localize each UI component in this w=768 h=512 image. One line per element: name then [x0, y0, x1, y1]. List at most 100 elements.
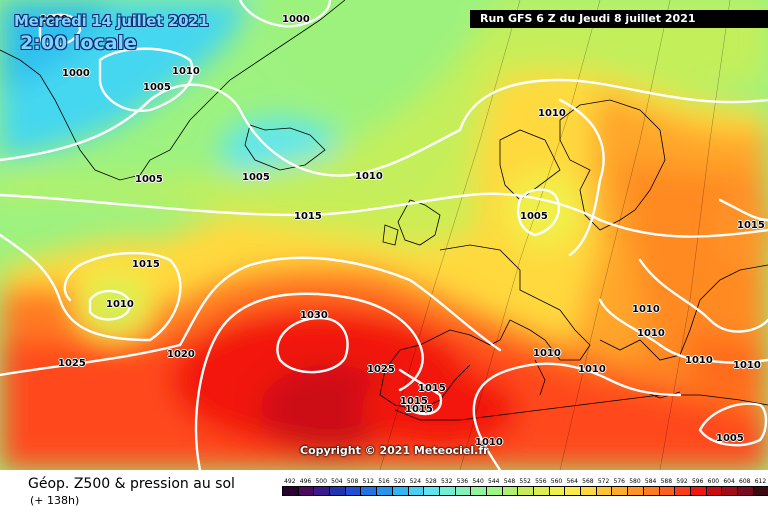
isobar-label: 1015	[400, 396, 428, 407]
legend-entry: 600	[705, 477, 723, 496]
isobar-label: 1015	[737, 220, 765, 231]
legend-label: 576	[613, 478, 625, 485]
legend-swatch	[611, 486, 629, 496]
legend-label: 508	[346, 478, 359, 485]
legend-swatch	[376, 486, 393, 496]
legend-label: 536	[456, 478, 469, 485]
isobar-label: 1010	[632, 304, 660, 315]
legend-entry: 528	[423, 477, 440, 496]
legend-entry: 548	[501, 477, 519, 496]
legend-swatch	[438, 486, 456, 496]
legend-swatch	[752, 486, 768, 496]
isobar-lines	[0, 0, 768, 470]
legend-label: 512	[362, 478, 374, 485]
legend-entry: 608	[736, 477, 754, 496]
legend-swatch	[329, 486, 346, 496]
coastlines	[0, 0, 768, 421]
legend-swatch	[642, 486, 660, 496]
forecast-date: Mercredi 14 juillet 2021	[14, 12, 209, 30]
legend-swatch	[548, 486, 566, 496]
legend-label: 596	[691, 478, 704, 485]
legend-label: 580	[629, 478, 641, 485]
legend-label: 604	[723, 478, 735, 485]
legend-label: 608	[739, 478, 751, 485]
legend-entry: 492	[282, 477, 299, 496]
legend-label: 540	[472, 478, 484, 485]
legend-label: 492	[284, 478, 296, 485]
isobar-label: 1010	[733, 360, 761, 371]
weather-map: 1000 1000 1000 1005 1010 1005 1005 1010 …	[0, 0, 768, 470]
legend-swatch	[564, 486, 582, 496]
legend-label: 588	[660, 478, 673, 485]
legend-swatch	[595, 486, 613, 496]
forecast-lead-time: (+ 138h)	[30, 494, 80, 507]
legend-swatch	[533, 486, 550, 496]
legend-entry: 496	[297, 477, 315, 496]
graticule	[379, 0, 731, 470]
legend-entry: 516	[376, 477, 393, 496]
isobar-label: 1010	[475, 437, 503, 448]
isobar-label: 1000	[62, 68, 90, 79]
legend-entry: 512	[360, 477, 378, 496]
model-run-info: Run GFS 6 Z du Jeudi 8 juillet 2021	[470, 10, 768, 28]
legend-swatch	[282, 486, 299, 496]
legend-entry: 556	[533, 477, 550, 496]
legend-label: 532	[440, 478, 453, 485]
legend-label: 516	[378, 478, 390, 485]
legend-entry: 504	[329, 477, 346, 496]
legend-entry: 568	[580, 477, 597, 496]
legend-label: 584	[644, 478, 657, 485]
isobar-label: 1015	[418, 383, 446, 394]
legend-label: 496	[299, 478, 312, 485]
legend-label: 548	[503, 478, 516, 485]
legend-entry: 596	[689, 477, 707, 496]
isobar-label: 1010	[685, 355, 713, 366]
legend-entry: 592	[674, 477, 691, 496]
isobar-label: 1015	[405, 404, 433, 415]
legend-entry: 572	[595, 477, 613, 496]
legend-swatch	[407, 486, 425, 496]
legend-swatch	[470, 486, 487, 496]
isobar-label: 1020	[167, 349, 195, 360]
isobar-label: 1010	[106, 299, 134, 310]
legend-label: 524	[409, 478, 422, 485]
legend-entry: 588	[658, 477, 676, 496]
legend-entry: 604	[721, 477, 738, 496]
legend-entry: 612	[752, 477, 768, 496]
map-canvas	[0, 0, 768, 470]
legend-label: 544	[488, 478, 500, 485]
legend-label: 528	[425, 478, 437, 485]
legend-swatch	[344, 486, 362, 496]
legend-swatch	[674, 486, 691, 496]
legend-label: 504	[331, 478, 343, 485]
isobar-label: 1010	[355, 171, 383, 182]
map-footer: Géop. Z500 & pression au sol (+ 138h) 49…	[0, 470, 768, 512]
legend-label: 556	[535, 478, 547, 485]
legend-swatch	[689, 486, 707, 496]
legend-swatch	[454, 486, 472, 496]
isobar-label: 1025	[58, 358, 86, 369]
isobar-label: 1010	[533, 348, 561, 359]
legend-label: 520	[393, 478, 406, 485]
legend-entry: 500	[313, 477, 331, 496]
legend-entry: 536	[454, 477, 472, 496]
legend-swatch	[391, 486, 409, 496]
isobar-label: 1005	[242, 172, 270, 183]
legend-entry: 532	[438, 477, 456, 496]
legend-entry: 520	[391, 477, 409, 496]
legend-swatch	[705, 486, 723, 496]
legend-swatch	[297, 486, 315, 496]
color-scale-legend: 492 496 500 504 508 512 516 520 524 528 532 536 540 5…	[282, 477, 768, 496]
legend-label: 592	[676, 478, 688, 485]
legend-swatch	[736, 486, 754, 496]
isobar-label: 1010	[637, 328, 665, 339]
isobar-label: 1015	[294, 211, 322, 222]
legend-entry: 576	[611, 477, 629, 496]
legend-entry: 540	[470, 477, 487, 496]
legend-label: 568	[582, 478, 594, 485]
isobar-label: 1030	[300, 310, 328, 321]
legend-swatch	[517, 486, 534, 496]
legend-entry: 580	[627, 477, 644, 496]
legend-swatch	[423, 486, 440, 496]
isobar-label: 1000	[282, 14, 310, 25]
